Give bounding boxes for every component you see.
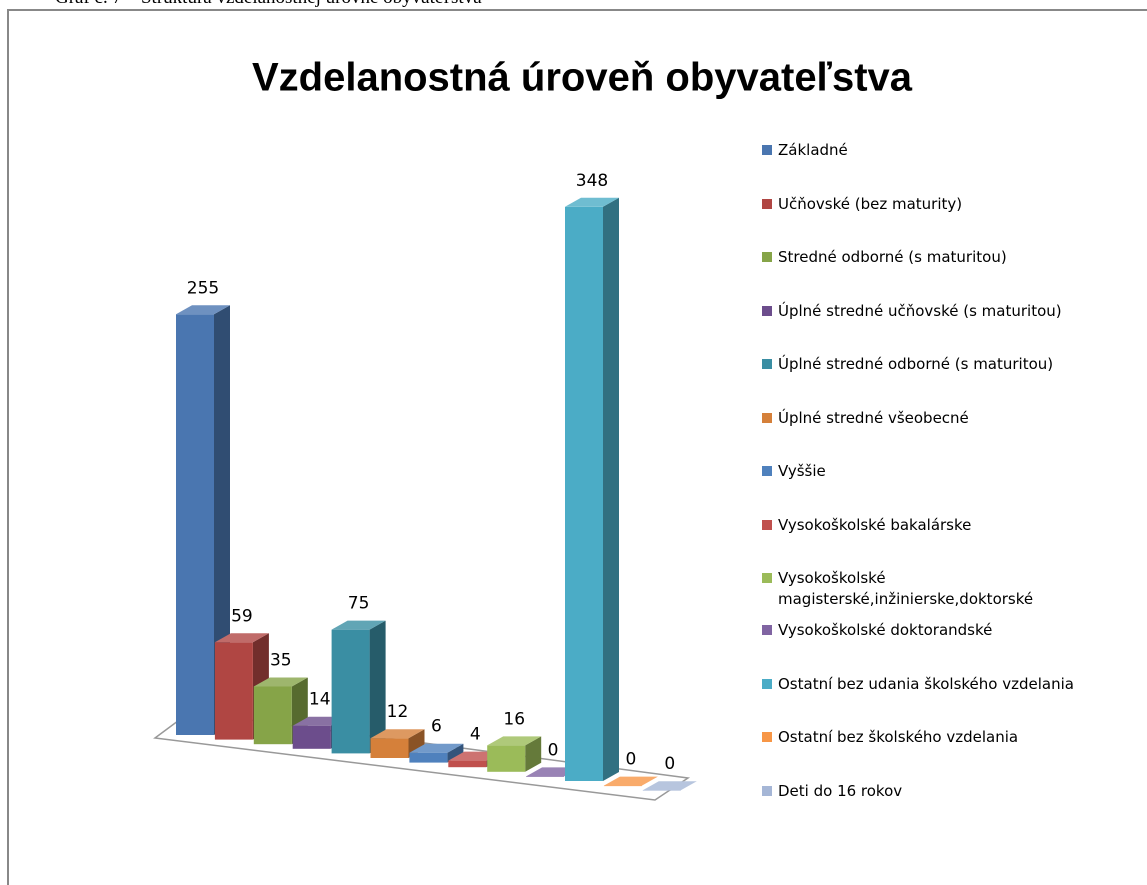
legend-swatch	[762, 573, 772, 583]
legend-item: Vysokoškolské bakalárske	[762, 515, 971, 536]
legend-swatch	[762, 198, 772, 209]
legend-swatch	[762, 412, 772, 423]
value-label: 4	[470, 725, 481, 745]
legend-item: Stredné odborné (s maturitou)	[762, 247, 1007, 268]
value-label: 12	[387, 702, 409, 722]
legend-item: Základné	[762, 140, 848, 161]
legend-item: Úplné stredné všeobecné	[762, 408, 969, 429]
bar	[176, 305, 230, 735]
bar-front	[487, 745, 526, 772]
value-label: 255	[187, 278, 219, 298]
bar	[487, 736, 542, 772]
bar-top	[409, 743, 464, 753]
bar-side	[525, 736, 542, 772]
value-label: 6	[431, 717, 442, 737]
bar	[253, 677, 308, 745]
legend-label: Vyššie	[778, 462, 826, 480]
legend-swatch	[762, 519, 772, 530]
bar	[409, 743, 464, 763]
legend-item: Vysokoškolské magisterské,inžinierske,do…	[762, 568, 1033, 610]
legend-label: Ostatní bez udania školského vzdelania	[778, 674, 1074, 693]
legend-swatch	[762, 785, 772, 796]
bar-front	[370, 738, 409, 758]
legend-item: Deti do 16 rokov	[762, 781, 902, 802]
value-label: 75	[348, 594, 370, 614]
legend-label: Úplné stredné všeobecné	[778, 408, 969, 427]
legend-swatch	[762, 145, 772, 155]
legend-item: Vysokoškolské doktorandské	[762, 620, 992, 641]
bar-front	[292, 725, 331, 749]
caption: Graf č. 7 – Štruktúra vzdelanostnej úrov…	[55, 0, 482, 8]
legend-swatch	[762, 732, 772, 742]
legend-item: Úplné stredné odborné (s maturitou)	[762, 354, 1053, 375]
value-label: 16	[503, 709, 525, 729]
legend-swatch	[762, 625, 772, 635]
bar-top	[370, 729, 425, 739]
value-label: 59	[231, 606, 253, 626]
bar-front	[331, 629, 370, 754]
bar-side	[447, 743, 464, 763]
value-label: 14	[309, 690, 331, 710]
bar-front	[526, 776, 565, 777]
legend-label: Úplné stredné učňovské (s maturitou)	[778, 301, 1062, 320]
bar-front	[253, 686, 292, 745]
bar-side	[214, 305, 230, 735]
bar-front	[176, 314, 214, 735]
legend-swatch	[762, 678, 772, 689]
bar-front	[642, 790, 681, 791]
bar-top	[214, 633, 269, 643]
bar	[603, 776, 658, 787]
chart-title: Vzdelanostná úroveň obyvateľstva	[252, 56, 913, 100]
bar-front	[448, 760, 487, 768]
value-label: 348	[576, 171, 608, 191]
legend-item: Učňovské (bez maturity)	[762, 194, 962, 215]
bar-top	[253, 677, 308, 687]
legend-label: Základné	[778, 141, 848, 159]
bar	[565, 197, 619, 782]
legend-item: Úplné stredné učňovské (s maturitou)	[762, 301, 1062, 322]
bar-side	[603, 197, 619, 782]
value-label: 35	[270, 650, 292, 670]
bar-front	[565, 206, 603, 782]
legend-label: Učňovské (bez maturity)	[778, 194, 963, 213]
legend-item: Vyššie	[762, 461, 826, 482]
legend-item: Ostatní bez školského vzdelania	[762, 727, 1018, 748]
legend-label: Vysokoškolské doktorandské	[778, 621, 993, 639]
legend-label: Deti do 16 rokov	[778, 781, 903, 800]
legend-swatch	[762, 359, 772, 369]
bar	[370, 729, 425, 758]
bar-top	[176, 305, 230, 315]
legend-label: Ostatní bez školského vzdelania	[778, 728, 1019, 746]
bar-top	[603, 776, 658, 786]
bar	[642, 781, 697, 791]
legend-swatch	[762, 466, 772, 476]
bar-front	[603, 785, 642, 787]
bar-front	[409, 752, 448, 763]
legend-label: Stredné odborné (s maturitou)	[778, 248, 1007, 266]
bar-top	[487, 736, 542, 746]
bar-top	[565, 197, 619, 207]
legend-label: Vysokoškolské bakalárske	[778, 515, 972, 534]
bar	[331, 620, 386, 754]
bar-top	[642, 781, 697, 791]
value-label: 0	[548, 740, 559, 760]
legend-label: Vysokoškolské magisterské,inžinierske,do…	[778, 569, 1034, 608]
bar-side	[369, 620, 386, 754]
legend-label: Úplné stredné odborné (s maturitou)	[778, 355, 1054, 373]
legend-swatch	[762, 305, 772, 316]
value-label: 0	[664, 754, 675, 774]
bar-top	[331, 620, 386, 630]
legend-item: Ostatní bez udania školského vzdelania	[762, 674, 1074, 695]
bar-front	[214, 642, 253, 740]
value-label: 0	[625, 750, 636, 770]
legend-swatch	[762, 252, 772, 262]
